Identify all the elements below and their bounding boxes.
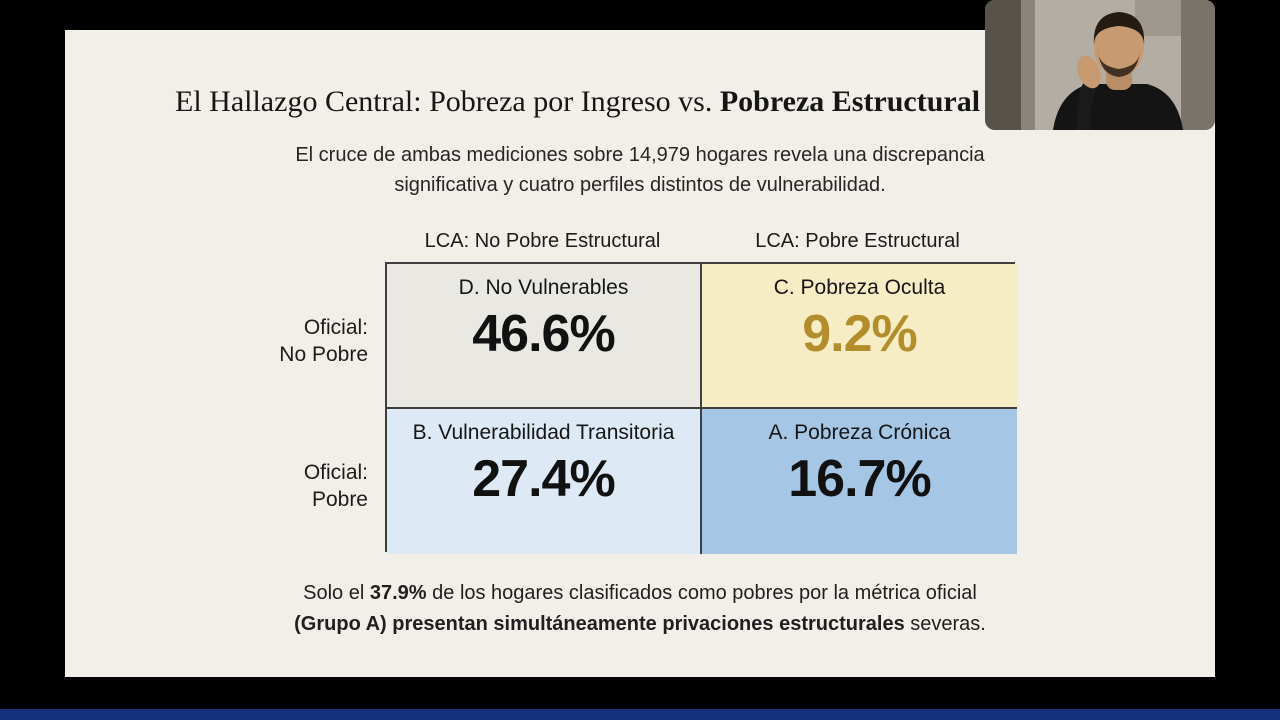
matrix-cell-c-pobreza-oculta: C. Pobreza Oculta 9.2% — [702, 264, 1017, 409]
footer-note: Solo el 37.9% de los hogares clasificado… — [65, 578, 1215, 640]
bottom-accent-bar — [0, 709, 1280, 720]
column-header-pobre-estructural: LCA: Pobre Estructural — [755, 230, 960, 252]
row-label-line: Oficial: — [303, 461, 368, 484]
cell-label: B. Vulnerabilidad Transitoria — [412, 421, 675, 444]
footer-segment: de los hogares clasificados como pobres … — [426, 582, 977, 604]
cell-label: D. No Vulnerables — [458, 276, 629, 299]
footer-segment: severas. — [904, 613, 986, 635]
person-arm — [1076, 80, 1098, 130]
matrix-column-headers: LCA: No Pobre Estructural LCA: Pobre Est… — [385, 230, 1015, 253]
person-hand — [1076, 55, 1102, 89]
cell-value: 9.2% — [802, 305, 918, 363]
presentation-slide: El Hallazgo Central: Pobreza por Ingreso… — [65, 30, 1215, 677]
row-label-line: Pobre — [311, 488, 368, 511]
footer-segment: Solo el — [303, 582, 370, 604]
subtitle-line-1: El cruce de ambas mediciones sobre 14,97… — [295, 144, 985, 166]
title-regular-segment: El Hallazgo Central: Pobreza por Ingreso… — [175, 85, 720, 118]
cell-value: 27.4% — [472, 450, 615, 508]
matrix-cell-b-vulnerabilidad-transitoria: B. Vulnerabilidad Transitoria 27.4% — [387, 409, 702, 554]
page-title: El Hallazgo Central: Pobreza por Ingreso… — [175, 85, 980, 119]
matrix-cell-a-pobreza-cronica: A. Pobreza Crónica 16.7% — [702, 409, 1017, 554]
cell-value: 46.6% — [472, 305, 615, 363]
row-label-oficial-no-pobre: Oficial: No Pobre — [195, 314, 368, 368]
cell-value: 16.7% — [788, 450, 931, 508]
title-bold-segment: Pobreza Estructural — [719, 85, 981, 118]
slide-subtitle: El cruce de ambas mediciones sobre 14,97… — [65, 140, 1215, 200]
person-hair — [1093, 12, 1145, 45]
poverty-matrix-grid: D. No Vulnerables 46.6% C. Pobreza Ocult… — [385, 262, 1017, 554]
column-header-no-pobre-estructural: LCA: No Pobre Estructural — [424, 230, 661, 252]
person-head — [1094, 18, 1144, 76]
footer-segment-group-a: (Grupo A) presentan simultáneamente priv… — [294, 613, 905, 635]
cell-label: A. Pobreza Crónica — [768, 421, 951, 444]
presenter-video-icon — [985, 0, 1215, 130]
person-beard — [1098, 50, 1140, 77]
row-label-line: No Pobre — [279, 343, 368, 366]
matrix-cell-d-no-vulnerables: D. No Vulnerables 46.6% — [387, 264, 702, 409]
footer-segment-stat: 37.9% — [369, 582, 427, 604]
row-label-oficial-pobre: Oficial: Pobre — [195, 459, 368, 513]
webcam-overlay[interactable] — [985, 0, 1215, 130]
subtitle-line-2: significativa y cuatro perfiles distinto… — [394, 174, 886, 196]
cell-label: C. Pobreza Oculta — [773, 276, 946, 299]
row-label-line: Oficial: — [303, 316, 368, 339]
